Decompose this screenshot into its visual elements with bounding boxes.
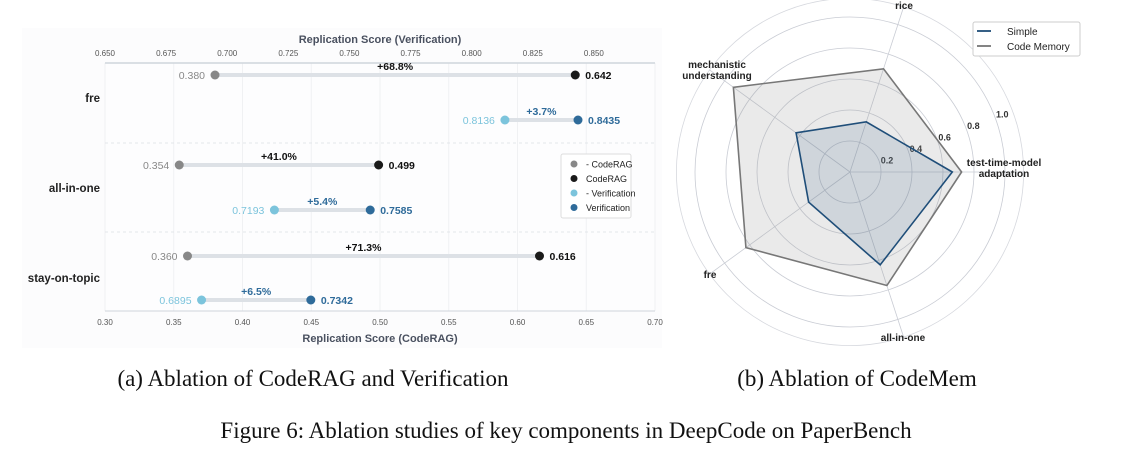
category-label: stay-on-topic — [28, 273, 101, 285]
radar-outer-ring — [676, 0, 1024, 346]
x-tick-label-top: 0.850 — [584, 49, 605, 58]
radial-tick-label: 0.2 — [881, 156, 894, 166]
radar-axis-label: understanding — [682, 71, 751, 82]
x-tick-label-bottom: 0.50 — [372, 318, 388, 327]
radar-axis-label: fre — [704, 270, 717, 281]
with-coderag-value: 0.616 — [550, 251, 576, 263]
without-coderag-point — [174, 160, 184, 170]
verification-gain-label: +5.4% — [307, 196, 338, 208]
x-tick-label-top: 0.750 — [339, 49, 360, 58]
without-coderag-value: 0.354 — [143, 160, 169, 172]
caption-b: (b) Ablation of CodeMem — [737, 366, 977, 391]
without-coderag-point — [183, 251, 192, 261]
x-tick-label-top: 0.650 — [95, 49, 116, 58]
x-axis-title-top: Replication Score (Verification) — [299, 34, 462, 46]
radar-legend-box — [972, 21, 1081, 57]
legend-label: - Verification — [586, 189, 636, 199]
radar-axis-label: mechanistic — [688, 60, 746, 71]
without-coderag-value: 0.360 — [151, 251, 177, 263]
x-tick-label-bottom: 0.70 — [647, 318, 663, 327]
x-tick-label-top: 0.725 — [278, 49, 299, 58]
x-tick-label-bottom: 0.30 — [97, 318, 113, 327]
legend-label: CodeRAG — [586, 174, 627, 184]
category-label: all-in-one — [49, 183, 100, 195]
radial-tick-label: 0.6 — [938, 133, 951, 143]
legend-marker — [570, 160, 578, 168]
without-verification-value: 0.8136 — [463, 115, 495, 127]
legend-marker — [570, 175, 578, 182]
without-coderag-value: 0.380 — [179, 70, 205, 82]
with-coderag-value: 0.499 — [389, 160, 415, 172]
x-tick-label-bottom: 0.55 — [441, 318, 457, 327]
without-verification-value: 0.7193 — [232, 205, 264, 217]
radar-spoke — [849, 6, 905, 173]
radar-spoke — [709, 171, 851, 275]
with-coderag-point — [374, 160, 384, 170]
series-simple — [795, 121, 954, 267]
without-verification-value: 0.6895 — [159, 295, 191, 307]
x-tick-label-bottom: 0.35 — [166, 318, 182, 327]
x-tick-label-bottom: 0.40 — [235, 318, 251, 327]
x-tick-label-bottom: 0.45 — [303, 318, 319, 327]
with-verification-value: 0.7585 — [380, 205, 412, 217]
radial-tick-label: 0.4 — [910, 144, 923, 154]
verification-gain-label: +6.5% — [241, 286, 272, 298]
legend-label: Verification — [586, 203, 630, 213]
legend-marker — [570, 189, 578, 197]
radial-tick-label: 1.0 — [996, 110, 1009, 120]
radar-axis-label: all-in-one — [881, 333, 926, 344]
with-coderag-value: 0.642 — [585, 70, 611, 82]
radar-axis-label: test-time-model — [967, 158, 1042, 169]
radar-legend-label: Code Memory — [1007, 42, 1070, 53]
radar-spoke — [849, 171, 905, 338]
x-tick-label-top: 0.800 — [462, 49, 483, 58]
legend-label: - CodeRAG — [586, 160, 633, 170]
figure-caption: Figure 6: Ablation studies of key compon… — [220, 418, 912, 443]
with-verification-value: 0.8435 — [588, 115, 620, 127]
x-tick-label-bottom: 0.60 — [510, 318, 526, 327]
x-tick-label-top: 0.825 — [523, 49, 544, 58]
legend-box — [560, 153, 632, 219]
with-coderag-point — [535, 251, 544, 261]
x-axis-title-bottom: Replication Score (CodeRAG) — [302, 333, 458, 345]
without-coderag-point — [210, 70, 220, 80]
x-tick-label-top: 0.775 — [401, 49, 422, 58]
coderag-gain-label: +71.3% — [346, 242, 383, 254]
with-verification-point — [365, 205, 375, 215]
with-verification-point — [573, 115, 583, 125]
x-tick-label-top: 0.700 — [217, 49, 238, 58]
with-verification-value: 0.7342 — [321, 295, 353, 307]
coderag-gain-label: +41.0% — [261, 151, 298, 163]
with-verification-point — [306, 295, 316, 305]
series-code-memory — [732, 67, 963, 287]
without-verification-point — [500, 115, 510, 125]
x-tick-label-top: 0.675 — [156, 49, 177, 58]
coderag-gain-label: +68.8% — [377, 61, 414, 73]
radar-axis-label: adaptation — [979, 169, 1030, 180]
with-coderag-point — [570, 70, 580, 80]
caption-a: (a) Ablation of CodeRAG and Verification — [117, 366, 509, 391]
verification-gain-label: +3.7% — [526, 106, 557, 118]
without-verification-point — [197, 295, 207, 305]
legend-marker — [570, 204, 578, 211]
radial-tick-label: 0.8 — [967, 121, 980, 131]
without-verification-point — [269, 205, 279, 215]
x-tick-label-bottom: 0.65 — [578, 318, 594, 327]
radar-axis-label: rice — [895, 1, 913, 12]
radar-legend-label: Simple — [1007, 27, 1038, 38]
category-label: fre — [85, 93, 100, 105]
